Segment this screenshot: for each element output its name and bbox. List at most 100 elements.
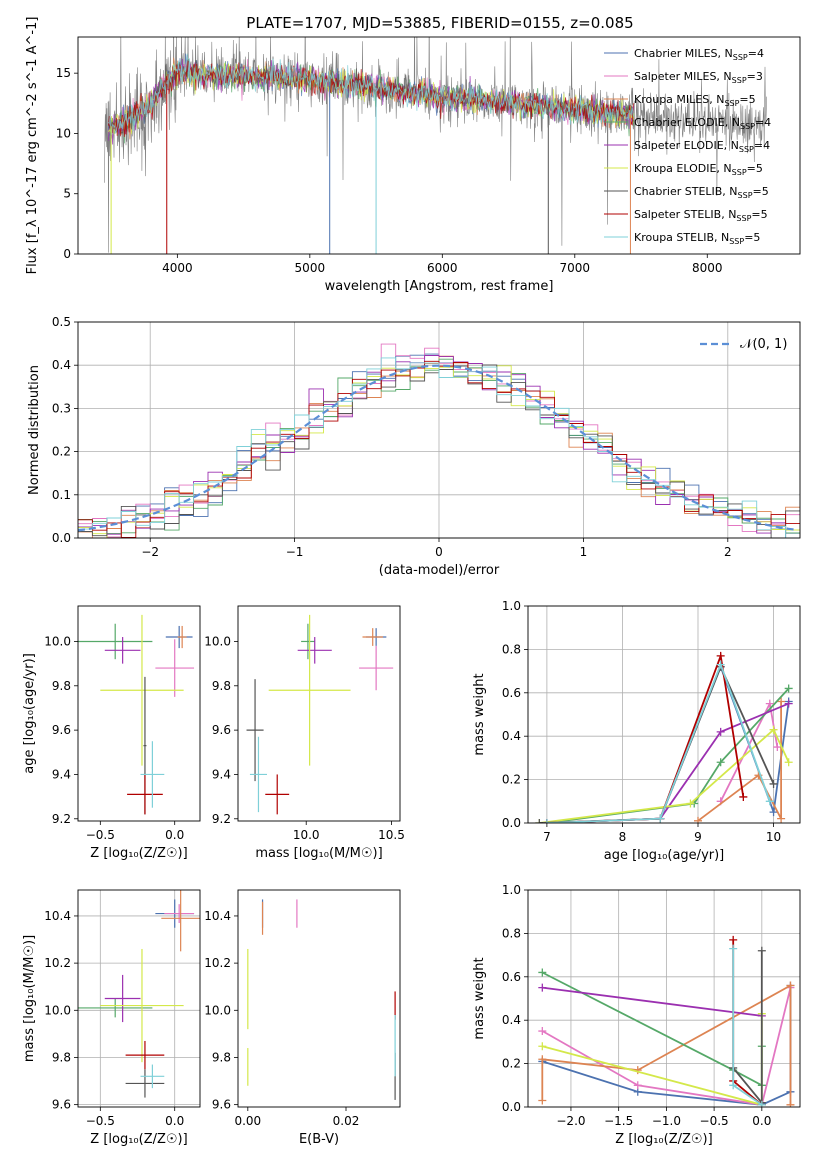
weight-marker: [535, 819, 544, 823]
weight-marker: [729, 1081, 738, 1090]
weight-marker: [769, 808, 778, 817]
weight-marker: [716, 660, 725, 669]
axes-frame: [237, 889, 401, 1108]
x-tick-label: −1.0: [652, 1114, 681, 1128]
y-tick-label: 9.8: [52, 679, 71, 693]
panel-mass_age: 10.0 10.5 9.2 9.4 9.6 9.8 10.0 mass [log₁₀(M/M☉…: [204, 605, 405, 861]
x-tick-label: 0.0: [165, 1114, 184, 1128]
weight-marker: [538, 968, 547, 977]
errorbar-point: [268, 614, 351, 766]
weight-marker: [538, 1042, 547, 1051]
x-tick-label: 7000: [560, 261, 591, 275]
errorbar-point: [155, 639, 195, 697]
weight-series: [729, 935, 766, 1107]
y-tick-label: 9.2: [52, 812, 71, 826]
weight-line: [546, 662, 771, 823]
x-tick-label: 0.0: [165, 828, 184, 842]
weight-marker: [542, 819, 551, 823]
legend-tail: =4: [748, 47, 764, 60]
legend-entry: Salpeter MILES, NSSP=3: [634, 70, 763, 85]
errorbar-point: [125, 1069, 165, 1098]
y-tick-label: 0.0: [52, 531, 71, 545]
y-tick-label: 0.2: [52, 445, 71, 459]
axes-frame: [527, 889, 801, 1108]
weight-marker: [784, 699, 793, 708]
weight-line: [542, 1013, 763, 1106]
model-spectrum: [108, 53, 635, 135]
weight-marker: [765, 797, 774, 806]
weight-marker: [786, 981, 795, 990]
legend-label: Chabrier STELIB, N: [634, 185, 738, 198]
y-tick-label: 0.5: [52, 315, 71, 329]
errorbar-point: [104, 974, 141, 1023]
legend-subscript: SSP: [738, 191, 753, 200]
errorbar-point: [140, 1064, 165, 1089]
legend-label: Kroupa MILES, N: [634, 93, 724, 106]
weight-series: [542, 660, 774, 823]
x-tick-label: 2: [724, 545, 732, 559]
errorbar-point: [104, 637, 141, 664]
y-axis-label: Normed distribution: [27, 365, 42, 495]
weight-line: [541, 971, 763, 1087]
y-tick-label: 10.0: [204, 1003, 231, 1017]
y-axis-label: mass weight: [472, 957, 487, 1039]
y-tick-label: 9.4: [52, 767, 71, 781]
panel-residuals: −2 −1 0 1 2 0.0 0.1 0.2 0.3 0.4 0.5 (data-model)/er…: [27, 315, 801, 578]
x-tick-label: 9: [694, 830, 702, 844]
legend-subscript: SSP: [732, 168, 747, 177]
errorbar-point: [362, 628, 383, 646]
axes-frame: [237, 605, 401, 822]
errorbar-point: [301, 623, 315, 660]
legend-entry: Kroupa ELODIE, NSSP=5: [634, 162, 763, 177]
weight-marker: [716, 758, 725, 767]
errorbar-point: [161, 890, 200, 952]
y-tick-label: 10.0: [44, 1003, 71, 1017]
y-tick-label: 0: [63, 247, 71, 261]
y-tick-label: 5: [63, 187, 71, 201]
errorbar-point: [359, 645, 394, 691]
panel-ebv_mass: 0.00 0.02 9.6 9.8 10.0 10.2 10.4 E(B-V): [204, 889, 401, 1147]
errorbar-point: [78, 623, 153, 660]
weight-series: [538, 983, 766, 1020]
legend-tail: =4: [755, 116, 771, 129]
errorbar-point: [140, 741, 165, 808]
y-axis-label: mass [log₁₀(M/M☉)]: [22, 935, 37, 1062]
legend-entry: Chabrier STELIB, NSSP=5: [634, 185, 769, 200]
y-tick-label: 0.6: [502, 686, 521, 700]
x-tick-label: −0.5: [86, 1114, 115, 1128]
x-tick-label: 10.0: [293, 828, 320, 842]
weight-line: [732, 948, 763, 1106]
weight-series: [729, 944, 766, 1107]
y-tick-label: 9.6: [52, 1098, 71, 1112]
y-axis-label: age [log₁₀(age/yr)]: [22, 653, 37, 774]
axes-frame: [77, 321, 801, 539]
legend-entry: Chabrier ELODIE, NSSP=4: [634, 116, 771, 131]
weight-line: [539, 664, 775, 823]
weight-marker: [757, 1100, 766, 1107]
weight-marker: [765, 699, 774, 708]
errorbar-point: [127, 774, 163, 815]
errorbar-point: [125, 1040, 165, 1070]
weight-marker: [757, 946, 766, 955]
y-tick-label: 0.4: [502, 1013, 521, 1027]
legend-label: Chabrier MILES, N: [634, 47, 733, 60]
legend-label: Kroupa STELIB, N: [634, 231, 729, 244]
legend-tail: =5: [739, 93, 755, 106]
legend-entry: Kroupa STELIB, NSSP=5: [634, 231, 760, 246]
errorbar-point: [100, 614, 184, 766]
weight-marker: [729, 944, 738, 953]
y-tick-label: 10.4: [44, 909, 71, 923]
y-tick-label: 15: [56, 66, 71, 80]
x-tick-label: 10: [766, 830, 781, 844]
weight-marker: [784, 684, 793, 693]
y-axis-label: Flux [f_λ 10^-17 erg cm^-2 s^-1 A^-1]: [25, 17, 40, 275]
weight-marker: [769, 725, 778, 734]
x-tick-label: −2: [141, 545, 159, 559]
y-tick-label: 0.1: [52, 488, 71, 502]
legend-label: Salpeter ELODIE, N: [634, 139, 739, 152]
x-tick-label: 0.02: [333, 1114, 360, 1128]
legend-subscript: SSP: [739, 145, 754, 154]
y-tick-label: 9.8: [52, 1050, 71, 1064]
axes-frame: [77, 605, 201, 822]
